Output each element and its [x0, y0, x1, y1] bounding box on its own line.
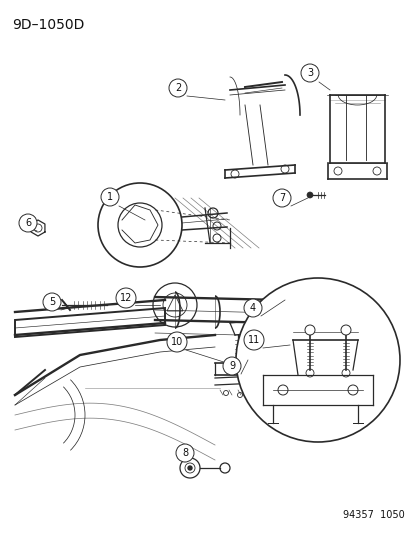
Text: 94357  1050: 94357 1050: [342, 510, 404, 520]
Circle shape: [19, 214, 37, 232]
Text: 3: 3: [306, 68, 312, 78]
Circle shape: [304, 325, 314, 335]
Circle shape: [275, 293, 285, 303]
Text: 6: 6: [25, 218, 31, 228]
Circle shape: [272, 189, 290, 207]
Text: 7: 7: [278, 193, 285, 203]
Text: 5: 5: [49, 297, 55, 307]
Text: 9: 9: [228, 361, 235, 371]
Circle shape: [223, 357, 240, 375]
Text: 12: 12: [119, 293, 132, 303]
Text: 8: 8: [181, 448, 188, 458]
Text: 1: 1: [107, 192, 113, 202]
Circle shape: [176, 444, 194, 462]
Circle shape: [300, 64, 318, 82]
Circle shape: [166, 332, 187, 352]
Text: 4: 4: [249, 303, 256, 313]
Circle shape: [243, 299, 261, 317]
Circle shape: [169, 79, 187, 97]
Circle shape: [34, 224, 42, 232]
Circle shape: [340, 325, 350, 335]
Circle shape: [243, 330, 263, 350]
Text: 11: 11: [247, 335, 259, 345]
Text: 9D–1050D: 9D–1050D: [12, 18, 84, 32]
Circle shape: [235, 278, 399, 442]
Circle shape: [101, 188, 119, 206]
Circle shape: [116, 288, 136, 308]
Circle shape: [306, 192, 312, 198]
Text: 2: 2: [174, 83, 181, 93]
Circle shape: [188, 466, 192, 470]
Circle shape: [43, 293, 61, 311]
Text: 10: 10: [171, 337, 183, 347]
